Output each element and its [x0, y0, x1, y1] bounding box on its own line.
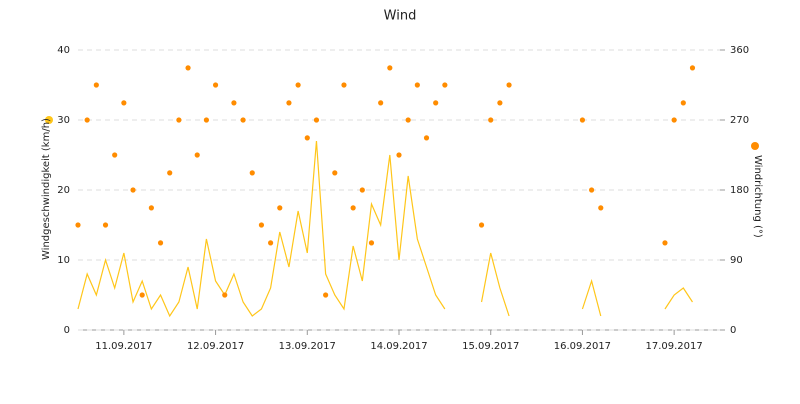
direction-point [506, 82, 512, 88]
direction-point [414, 82, 420, 88]
direction-point [203, 117, 209, 123]
direction-point [139, 292, 145, 298]
direction-point [323, 292, 329, 298]
chart-title: Wind [384, 9, 417, 24]
y-axis-title: Windgeschwindigkeit (km/h) [41, 118, 52, 260]
direction-point [157, 240, 164, 246]
direction-point [497, 100, 503, 106]
y2-tick-label: 360 [730, 45, 749, 56]
speed-line [77, 140, 693, 318]
direction-point [689, 65, 696, 71]
direction-point [167, 170, 173, 176]
y-tick-label: 10 [57, 255, 70, 266]
direction-point [589, 187, 595, 193]
direction-point [423, 135, 430, 141]
direction-point [680, 100, 686, 106]
y-tick-label: 40 [57, 45, 70, 56]
direction-point [295, 82, 301, 88]
direction-point [75, 222, 81, 228]
direction-point [268, 240, 274, 246]
direction-point [286, 100, 292, 106]
direction-point [662, 240, 668, 246]
direction-point [240, 117, 246, 123]
direction-point [387, 65, 393, 71]
y2-axis-title: Windrichtung (°) [752, 155, 763, 238]
direction-point [433, 100, 439, 106]
direction-point [396, 152, 402, 158]
x-tick-label: 13.09.2017 [279, 341, 336, 352]
direction-point [341, 82, 347, 88]
direction-point [121, 100, 127, 106]
direction-point [304, 135, 310, 141]
y-tick-label: 30 [57, 115, 70, 126]
y2-tick-label: 180 [730, 185, 749, 196]
direction-point [194, 152, 200, 158]
x-tick-label: 14.09.2017 [370, 341, 427, 352]
direction-point [368, 240, 375, 246]
direction-point [222, 292, 228, 298]
y2-tick-label: 0 [730, 325, 736, 336]
direction-point [249, 170, 255, 176]
direction-point [84, 117, 90, 123]
y-tick-label: 20 [57, 185, 70, 196]
direction-point [671, 117, 677, 123]
direction-point [102, 222, 109, 228]
x-tick-label: 15.09.2017 [462, 341, 519, 352]
direction-point [442, 82, 448, 88]
direction-point [212, 82, 219, 88]
x-tick-label: 11.09.2017 [95, 341, 152, 352]
x-tick-label: 16.09.2017 [554, 341, 611, 352]
direction-point [258, 222, 265, 228]
y2-tick-label: 90 [730, 255, 743, 266]
direction-point [231, 100, 237, 106]
direction-point [185, 65, 191, 71]
direction-point [93, 82, 99, 88]
direction-point [359, 187, 365, 193]
direction-point [350, 205, 356, 211]
x-tick-label: 12.09.2017 [187, 341, 244, 352]
direction-point [112, 152, 118, 158]
direction-point [378, 100, 384, 106]
y-tick-label: 0 [64, 325, 70, 336]
y2-legend-dot [751, 142, 759, 150]
y2-tick-label: 270 [730, 115, 749, 126]
direction-point [488, 117, 494, 123]
direction-point [405, 117, 411, 123]
direction-point [332, 170, 338, 176]
direction-point [148, 205, 154, 211]
direction-point [313, 117, 320, 123]
direction-point [598, 205, 604, 211]
direction-point [176, 117, 182, 123]
y-legend-dot [45, 116, 53, 124]
x-tick-label: 17.09.2017 [646, 341, 703, 352]
direction-point [277, 205, 283, 211]
direction-point [130, 187, 136, 193]
direction-point [579, 117, 586, 123]
direction-point [478, 222, 485, 228]
